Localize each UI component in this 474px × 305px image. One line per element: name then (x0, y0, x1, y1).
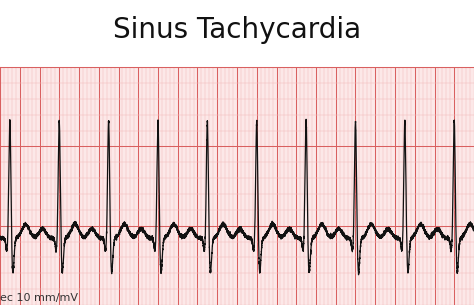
Text: Sinus Tachycardia: Sinus Tachycardia (113, 16, 361, 45)
Text: ec 10 mm/mV: ec 10 mm/mV (0, 293, 79, 303)
